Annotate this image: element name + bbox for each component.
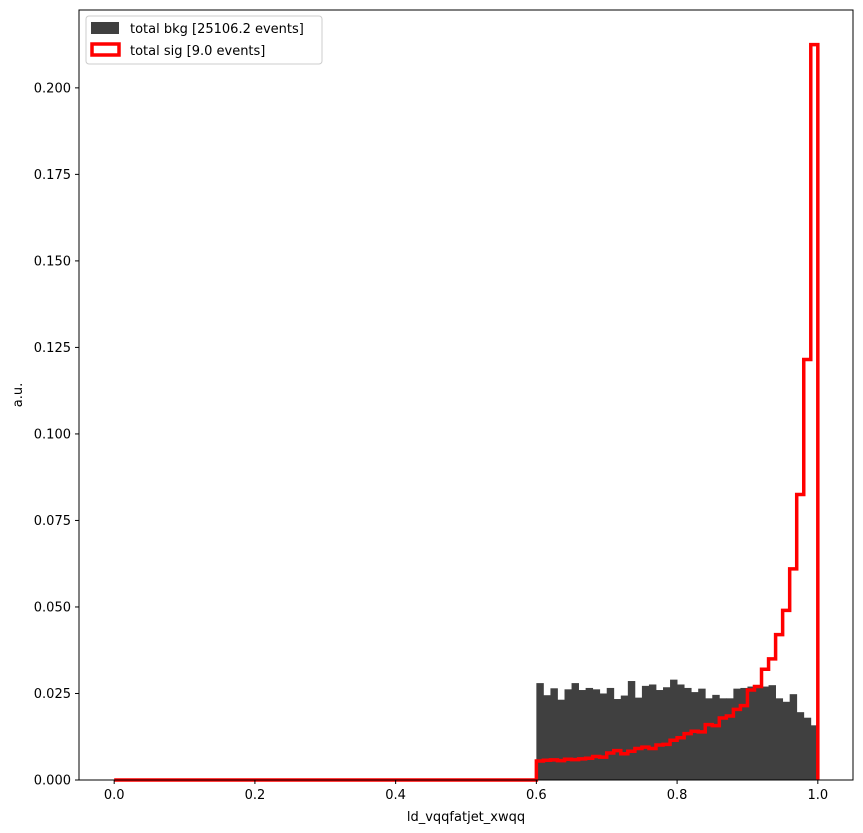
legend: total bkg [25106.2 events] total sig [9.… — [85, 15, 323, 65]
bkg-bar — [789, 694, 798, 780]
bkg-bar — [592, 689, 601, 780]
bkg-bar — [677, 684, 685, 780]
x-tick-label: 0.6 — [526, 788, 547, 803]
bkg-bar — [747, 686, 755, 780]
bkg-bar — [740, 687, 748, 780]
legend-bkg-swatch — [91, 22, 119, 34]
y-tick-label: 0.050 — [34, 600, 71, 615]
bkg-bar — [712, 694, 720, 780]
bkg-bar — [719, 698, 727, 780]
bkg-bar — [634, 697, 643, 780]
y-tick-label: 0.200 — [34, 81, 71, 96]
plot-frame — [78, 9, 854, 781]
bkg-bar — [768, 685, 776, 780]
y-axis-ticks: 0.000 0.025 0.050 0.075 0.100 0.125 0.150 0.175… — [34, 81, 79, 789]
bkg-bar — [761, 686, 769, 780]
x-tick-label: 0.8 — [667, 788, 688, 803]
background-histogram — [536, 679, 819, 780]
bkg-bar — [578, 690, 587, 780]
bkg-bar — [733, 688, 741, 780]
y-tick-label: 0.175 — [34, 168, 71, 183]
x-tick-label: 0.4 — [385, 788, 406, 803]
y-tick-label: 0.125 — [34, 341, 71, 356]
legend-bkg-label: total bkg [25106.2 events] — [130, 22, 304, 37]
bkg-bar — [641, 685, 650, 780]
x-tick-label: 0.0 — [104, 788, 125, 803]
bkg-bar — [606, 687, 615, 780]
bkg-bar — [599, 693, 608, 780]
x-tick-label: 0.2 — [245, 788, 266, 803]
bkg-bar — [698, 688, 706, 780]
bkg-bar — [782, 701, 791, 780]
y-tick-label: 0.075 — [34, 514, 71, 529]
legend-box — [85, 15, 323, 65]
x-tick-label: 1.0 — [807, 788, 828, 803]
bkg-bar — [571, 683, 579, 780]
y-tick-label: 0.100 — [34, 427, 71, 442]
legend-sig-swatch — [90, 42, 121, 57]
bkg-bar — [803, 717, 812, 780]
bkg-bar — [585, 687, 594, 780]
y-tick-label: 0.000 — [34, 774, 71, 789]
bkg-bar — [648, 684, 657, 780]
bkg-bar — [536, 683, 544, 780]
bkg-bar — [810, 725, 819, 780]
bkg-bar — [550, 688, 558, 780]
bkg-bar — [754, 687, 762, 780]
y-axis-label: a.u. — [11, 383, 26, 407]
y-tick-label: 0.150 — [34, 254, 71, 269]
x-axis-ticks: 0.0 0.2 0.4 0.6 0.8 1.0 — [104, 780, 828, 803]
bkg-bar — [796, 712, 805, 780]
bkg-bar — [627, 681, 636, 780]
bkg-bar — [691, 692, 699, 780]
y-tick-label: 0.025 — [34, 687, 71, 702]
bkg-bar — [557, 699, 565, 780]
bkg-bar — [663, 687, 671, 780]
x-axis-label: ld_vqqfatjet_xwqq — [407, 810, 525, 825]
bkg-bar — [564, 689, 572, 780]
bkg-bar — [670, 679, 678, 780]
signal-step-line — [114, 42, 820, 782]
bkg-bar — [726, 698, 734, 780]
bkg-bar — [775, 698, 784, 780]
legend-sig-label: total sig [9.0 events] — [130, 44, 265, 59]
bkg-bar — [543, 695, 551, 780]
bkg-bar — [620, 695, 629, 780]
bkg-bar — [655, 690, 664, 780]
bkg-bar — [613, 699, 622, 780]
bkg-bar — [705, 698, 713, 780]
